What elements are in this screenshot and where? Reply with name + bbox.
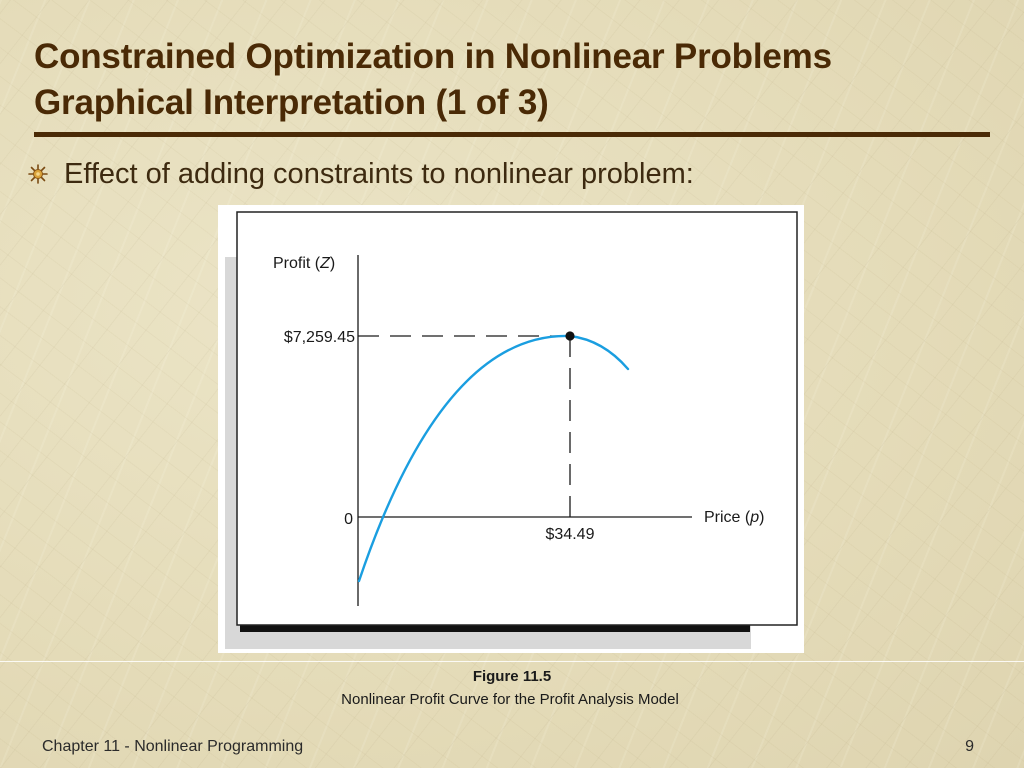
footer-page-number: 9 <box>965 738 974 755</box>
x-axis-label: Price (p) <box>704 509 764 526</box>
chart-panel <box>236 211 798 626</box>
slide-title: Constrained Optimization in Nonlinear Pr… <box>34 34 994 126</box>
figure-caption-title: Figure 11.5 <box>472 668 552 685</box>
figure-caption-subtitle: Nonlinear Profit Curve for the Profit An… <box>341 691 679 708</box>
y-axis-label: Profit (Z) <box>273 255 335 272</box>
bullet-text: Effect of adding constraints to nonlinea… <box>64 157 694 190</box>
slide-title-line-1: Constrained Optimization in Nonlinear Pr… <box>34 37 832 76</box>
figure-frame: Profit (Z) $7,259.45 0 $34.49 Price (p) <box>218 205 804 653</box>
x-tick-label-optimum: $34.49 <box>546 526 595 543</box>
slide-title-line-2: Graphical Interpretation (1 of 3) <box>34 83 549 122</box>
footer-chapter: Chapter 11 - Nonlinear Programming <box>42 738 304 755</box>
profit-chart: Profit (Z) $7,259.45 0 $34.49 Price (p) <box>225 211 798 649</box>
optimum-point <box>565 331 575 341</box>
bullet-item: Effect of adding constraints to nonlinea… <box>26 154 694 194</box>
y-tick-label-optimum: $7,259.45 <box>284 329 355 346</box>
title-divider <box>34 132 990 137</box>
y-tick-label-zero: 0 <box>344 511 353 528</box>
starburst-bullet-icon <box>26 162 50 186</box>
profit-curve <box>357 334 630 583</box>
footer-divider <box>0 661 1024 662</box>
